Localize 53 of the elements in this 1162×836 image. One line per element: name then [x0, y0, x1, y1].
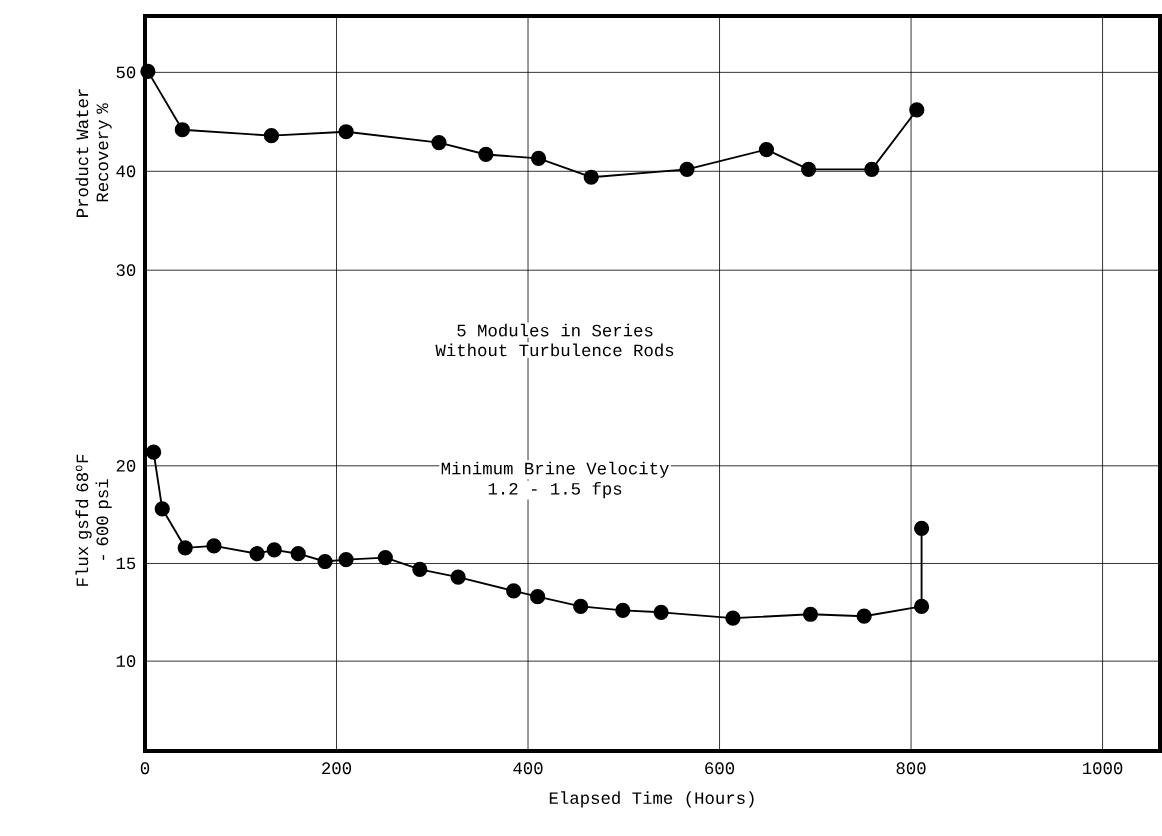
point [653, 604, 669, 620]
y-tick-label: 10 [116, 655, 136, 668]
point [249, 546, 265, 562]
point [615, 602, 631, 618]
point [909, 102, 925, 118]
y-tick-label: 15 [116, 557, 136, 570]
point [725, 610, 741, 626]
point [338, 124, 354, 140]
point [377, 550, 393, 566]
point [263, 128, 280, 144]
point [338, 551, 354, 568]
point [800, 161, 817, 177]
point [412, 561, 428, 577]
x-tick-label: 400 [513, 762, 543, 775]
point [177, 540, 193, 556]
point [802, 606, 819, 622]
annotation: Minimum Brine Velocity [441, 461, 669, 478]
annotation: 5 Modules in Series [457, 323, 653, 337]
annotation: 1.2 - 1.5 fps [488, 481, 622, 499]
y-tick-label: 40 [116, 165, 136, 178]
point [146, 444, 162, 460]
x-tick-label: 1000 [1083, 762, 1123, 775]
x-tick-label: 600 [705, 762, 735, 775]
point [290, 546, 306, 562]
y-axis-title: Flux gsfd 68$^{o}$F - 600 psi [75, 454, 112, 586]
x-axis-title: Elapsed Time (Hours) [549, 791, 754, 808]
point [679, 161, 695, 177]
point [266, 542, 282, 558]
point [431, 135, 447, 151]
point [317, 553, 333, 570]
x-tick-label: 800 [896, 762, 926, 775]
point [583, 169, 599, 185]
point [913, 520, 930, 536]
point [506, 583, 522, 599]
y-axis-title: Product Water Recovery % [75, 89, 112, 217]
x-tick-label: 0 [140, 762, 150, 775]
point [174, 122, 190, 138]
x-tick-label: 200 [322, 762, 352, 775]
point [573, 598, 589, 615]
y-tick-label: 30 [116, 264, 136, 277]
point [913, 598, 930, 615]
point [450, 569, 466, 585]
annotation: Without Turbulence Rods [435, 343, 674, 357]
y-tick-label: 50 [116, 66, 136, 79]
point [478, 146, 494, 163]
point [864, 161, 880, 177]
point [856, 608, 872, 624]
y-tick-label: 20 [116, 459, 136, 472]
point [529, 589, 546, 605]
point [154, 501, 170, 517]
point [758, 141, 775, 158]
point [530, 150, 547, 167]
point [206, 538, 222, 554]
